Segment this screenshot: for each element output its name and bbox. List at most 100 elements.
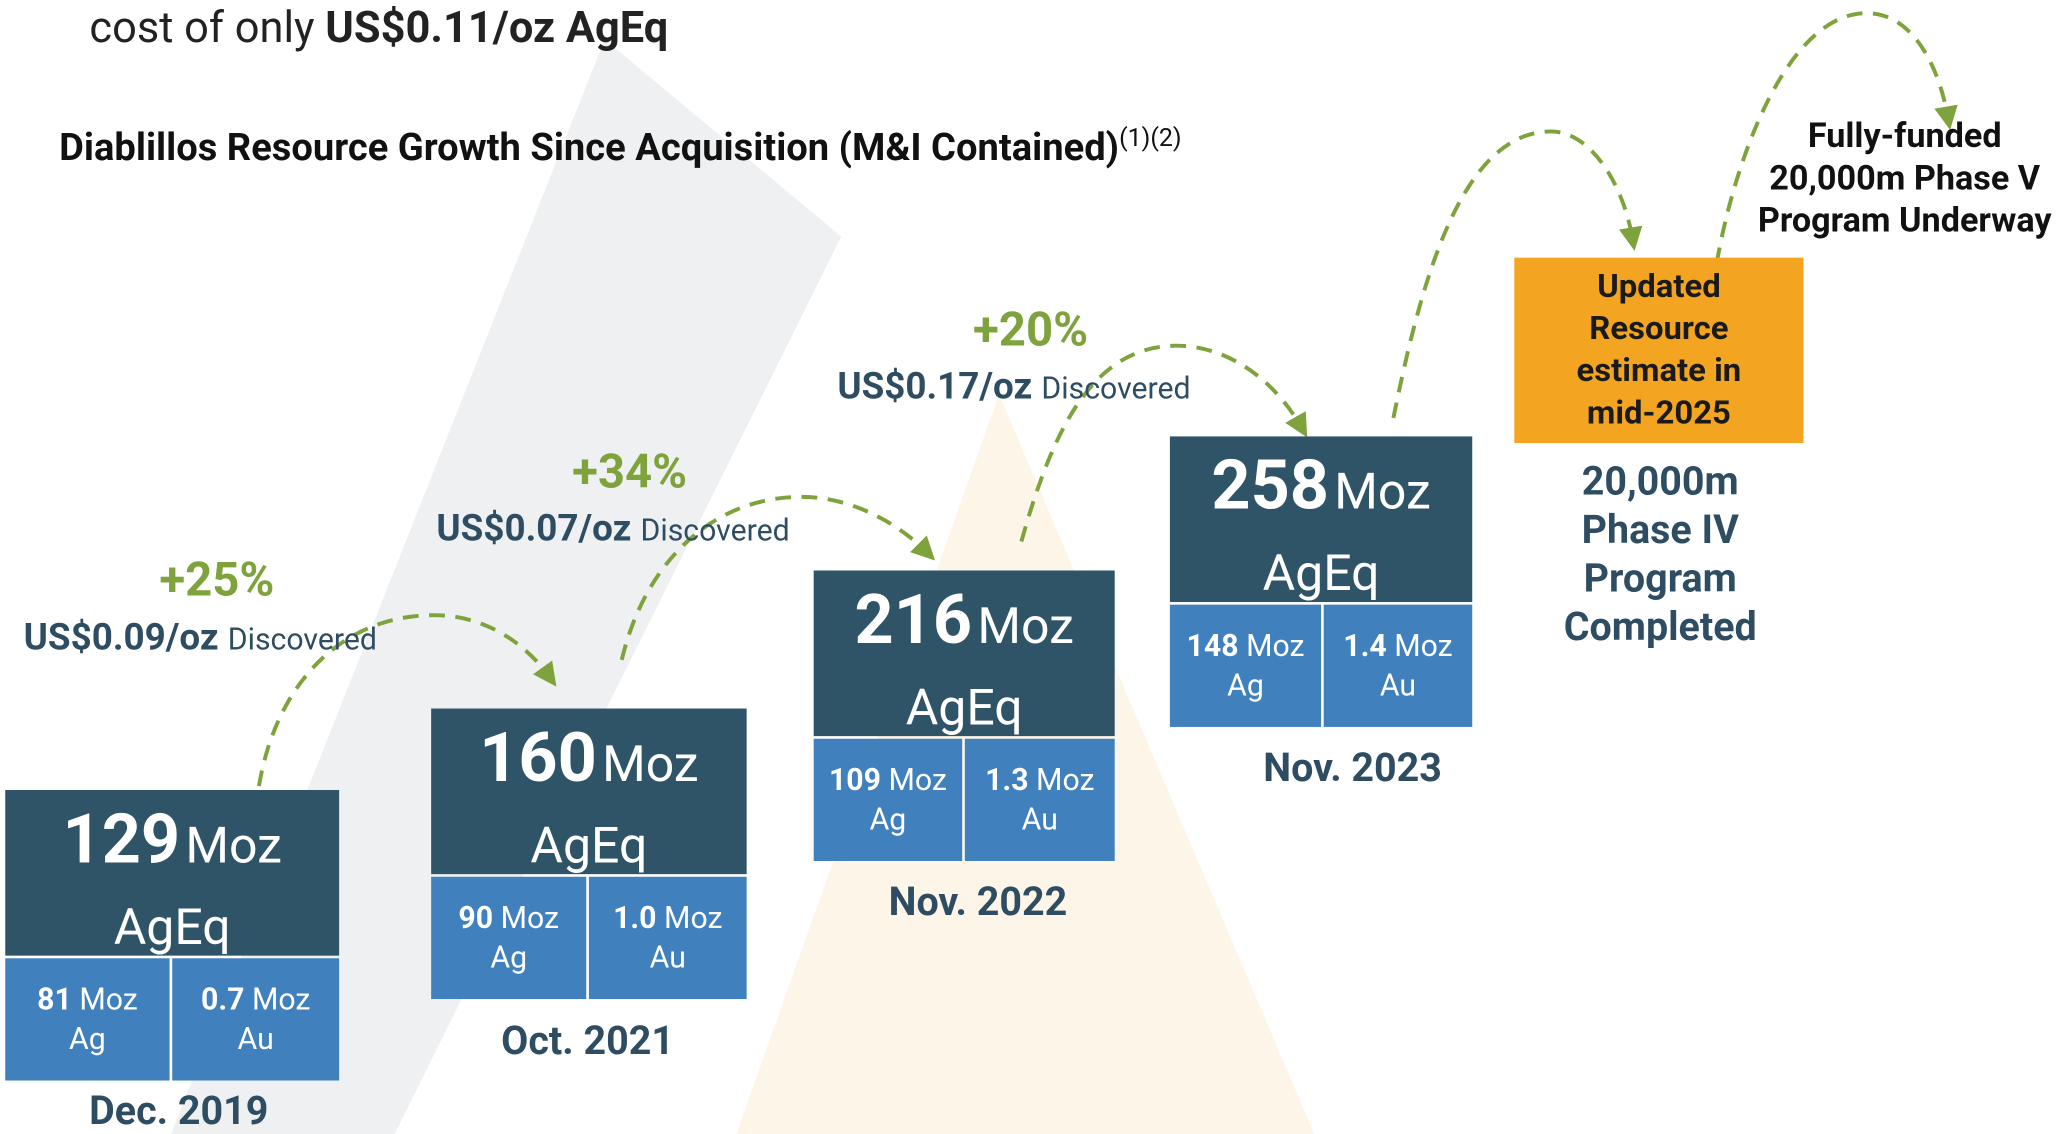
- arrow: [1714, 11, 1958, 264]
- ag-box-unit: Moz: [79, 981, 138, 1017]
- ag-box-text: 148 Moz Ag: [1187, 626, 1305, 705]
- growth-cost: US$0.09/oz Discovered: [24, 615, 377, 658]
- au-box-line: 1.3 Moz: [985, 760, 1094, 799]
- equivalent: AgEq: [113, 899, 231, 957]
- au-box-unit: Moz: [1394, 627, 1453, 664]
- au-box-unit: Au: [1379, 667, 1417, 703]
- completed-line: 20,000m: [1581, 458, 1739, 505]
- cost-value: US$0.17/oz: [837, 364, 1033, 408]
- ag-box: 148 Moz Ag: [1169, 604, 1322, 727]
- date: Oct. 2021: [501, 1018, 674, 1065]
- au-box: 0.7 Moz Au: [172, 958, 340, 1081]
- ag-box-value: 81: [37, 981, 72, 1017]
- underway-line: Fully-funded: [1807, 116, 2002, 157]
- ag-box-unit: Ag: [69, 1020, 106, 1057]
- ag-box-unit: Moz: [500, 899, 560, 936]
- au-box-text: 1.4 Moz Au: [1343, 626, 1452, 705]
- date: Dec. 2019: [89, 1088, 269, 1134]
- ag-box-value: 109: [828, 761, 882, 798]
- au-box: 1.3 Moz Au: [964, 738, 1115, 861]
- au-box-unit: Au: [649, 939, 686, 975]
- completed-line: Program: [1583, 556, 1737, 603]
- ag-box-text: 81 Moz Ag: [37, 980, 138, 1059]
- ag-box-line: 90 Moz: [458, 898, 559, 937]
- total-value: 160: [479, 717, 597, 798]
- total-box: 160 Moz AgEq: [431, 708, 747, 875]
- arrow: [257, 613, 557, 787]
- au-box-value: 1.0: [613, 899, 657, 936]
- au-box: 1.0 Moz Au: [588, 876, 747, 1000]
- total-box: 258 Moz AgEq: [1169, 436, 1473, 603]
- ag-box-unit: Moz: [1246, 627, 1305, 664]
- au-box-text: 1.3 Moz Au: [985, 760, 1094, 839]
- ag-box-value: 90: [458, 899, 494, 936]
- equivalent: AgEq: [1262, 545, 1380, 604]
- ag-box-unit: Moz: [888, 761, 947, 798]
- ag-box-text: 109 Moz Ag: [829, 760, 947, 839]
- underway-line: 20,000m Phase V: [1769, 159, 2041, 199]
- completed-line: Phase IV: [1581, 507, 1739, 554]
- au-box-text: 0.7 Moz Au: [201, 980, 310, 1059]
- au-box-line: 0.7 Moz: [201, 980, 310, 1019]
- box-line: Resource: [1589, 309, 1729, 348]
- box-line: mid-2025: [1586, 393, 1731, 432]
- au-box-line: 1.0 Moz: [613, 898, 722, 937]
- cost-note: Discovered: [1041, 370, 1191, 407]
- update-box: Updated Resource estimate in mid-2025: [1514, 257, 1804, 443]
- equivalent: AgEq: [530, 817, 648, 876]
- au-box-unit: Au: [237, 1020, 274, 1057]
- ag-box-value: 148: [1186, 627, 1239, 664]
- total-value: 258: [1211, 445, 1330, 526]
- au-box-unit: Au: [1021, 801, 1058, 837]
- total-box: 129 Moz AgEq: [5, 790, 340, 957]
- ag-box-text: 90 Moz Ag: [458, 898, 559, 977]
- cost-note: Discovered: [227, 621, 377, 658]
- cost-value: US$0.07/oz: [436, 506, 632, 550]
- au-box-text: 1.0 Moz Au: [613, 898, 722, 977]
- header-emphasis: US$0.11/oz AgEq: [325, 2, 669, 54]
- au-box-value: 0.7: [200, 981, 245, 1017]
- phase-v: Fully-funded 20,000m Phase V Program Under…: [1735, 116, 2061, 242]
- equivalent: AgEq: [905, 679, 1023, 738]
- title: Diablillos Resource Growth Since Acquisi…: [59, 122, 1181, 170]
- total-line: 129 Moz: [5, 790, 339, 895]
- total-line: 160 Moz: [431, 709, 746, 814]
- au-box-unit: Moz: [251, 981, 311, 1017]
- total-value: 216: [854, 579, 973, 660]
- title-text: Diablillos Resource Growth Since Acquisi…: [59, 125, 1120, 171]
- ag-box: 90 Moz Ag: [431, 876, 587, 1000]
- total-unit: Moz: [977, 598, 1074, 656]
- au-box: 1.4 Moz Au: [1323, 604, 1473, 727]
- ag-box: 81 Moz Ag: [5, 958, 170, 1081]
- box-line: estimate in: [1576, 351, 1742, 390]
- total-unit: Moz: [602, 736, 699, 794]
- cost-note: Discovered: [640, 512, 790, 549]
- date: Nov. 2022: [888, 879, 1068, 926]
- growth-cost: US$0.17/oz Discovered: [837, 364, 1190, 407]
- date: Nov. 2023: [1263, 745, 1442, 792]
- phase-iv: 20,000m Phase IV Program Completed: [1516, 457, 1805, 652]
- total-box: 216 Moz AgEq: [813, 570, 1115, 737]
- ag-box-line: 81 Moz: [37, 980, 138, 1019]
- ag-box-unit: Ag: [869, 801, 907, 837]
- arrow: [1019, 343, 1308, 543]
- au-box-unit: Moz: [664, 899, 723, 936]
- ag-box-unit: Ag: [1227, 667, 1264, 703]
- total-unit: Moz: [1334, 464, 1431, 522]
- ag-box-line: 148 Moz: [1187, 626, 1305, 665]
- au-box-unit: Moz: [1036, 761, 1095, 798]
- au-box-line: 1.4 Moz: [1343, 626, 1452, 665]
- ag-box-unit: Ag: [490, 939, 528, 975]
- total-value: 129: [62, 799, 181, 880]
- title-sup: (1)(2): [1119, 122, 1182, 153]
- arrow: [1391, 129, 1643, 419]
- header-lead: cost of only: [89, 2, 326, 54]
- underway-line: Program Underway: [1757, 201, 2052, 241]
- completed-line: Completed: [1563, 604, 1757, 651]
- arrow: [619, 494, 936, 661]
- header: cost of only US$0.11/oz AgEq: [89, 3, 668, 54]
- growth-change: +25%: [159, 552, 275, 608]
- total-unit: Moz: [185, 817, 282, 876]
- cost-value: US$0.09/oz: [23, 615, 219, 659]
